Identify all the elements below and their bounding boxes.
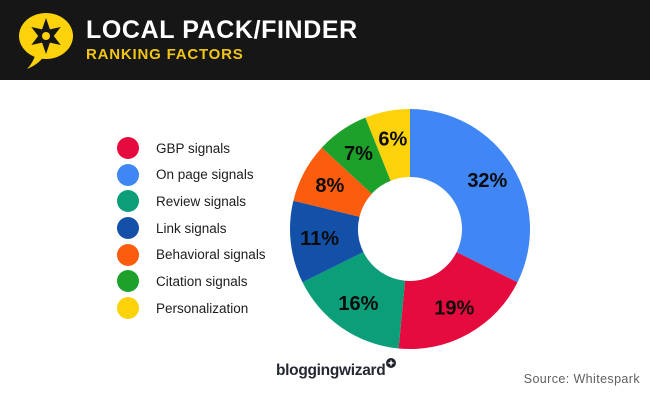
- legend-swatch-icon: [117, 217, 139, 240]
- speech-bubble-star-icon: [19, 13, 73, 69]
- slice-value-label: 7%: [344, 143, 373, 165]
- donut-slice-behavioral-signals: [293, 147, 372, 217]
- legend-swatch-icon: [117, 137, 139, 159]
- slice-value-label: 6%: [378, 129, 407, 151]
- legend-label: Citation signals: [156, 273, 248, 289]
- legend-label: Personalization: [156, 300, 249, 316]
- page-title: LOCAL PACK/FINDER: [86, 15, 358, 44]
- legend-label: Review signals: [156, 193, 247, 209]
- header: LOCAL PACK/FINDER RANKING FACTORS: [0, 0, 650, 80]
- sparkle-badge-icon: [386, 358, 397, 368]
- legend-swatch-icon: [117, 270, 139, 293]
- donut-slice-on-page-signals: [410, 108, 531, 283]
- donut-slice-review-signals: [302, 252, 406, 349]
- title-block: LOCAL PACK/FINDER RANKING FACTORS: [86, 15, 358, 64]
- legend: GBP signals On page signals Review signals…: [117, 137, 266, 324]
- bloggingwizard-logo: bloggingwizard: [276, 358, 397, 380]
- legend-label: Behavioral signals: [156, 247, 266, 263]
- legend-swatch-icon: [117, 190, 139, 213]
- legend-item-link-signals: Link signals: [117, 217, 266, 240]
- donut-slice-citation-signals: [321, 117, 391, 194]
- legend-swatch-icon: [117, 243, 139, 266]
- bloggingwizard-logo-text: bloggingwizard: [276, 362, 386, 379]
- slice-value-label: 11%: [300, 228, 339, 250]
- legend-item-review-signals: Review signals: [117, 190, 266, 213]
- brand-logo: [16, 9, 76, 71]
- donut-slice-gbp-signals: [398, 252, 518, 350]
- legend-label: On page signals: [156, 167, 254, 183]
- legend-label: GBP signals: [156, 140, 231, 156]
- slice-value-label: 32%: [467, 170, 507, 192]
- legend-item-personalization: Personalization: [117, 297, 266, 320]
- legend-swatch-icon: [117, 297, 139, 320]
- slice-value-label: 19%: [434, 298, 474, 320]
- source-attribution: Source: Whitespark: [523, 372, 640, 386]
- legend-swatch-icon: [117, 163, 139, 186]
- legend-item-citation-signals: Citation signals: [117, 270, 266, 293]
- legend-item-gbp-signals: GBP signals: [117, 137, 266, 159]
- legend-item-on-page-signals: On page signals: [117, 163, 266, 186]
- slice-value-label: 16%: [338, 293, 378, 315]
- page-subtitle: RANKING FACTORS: [86, 46, 244, 64]
- legend-item-behavioral-signals: Behavioral signals: [117, 243, 266, 266]
- legend-label: Link signals: [156, 220, 227, 236]
- slice-value-label: 8%: [315, 175, 344, 197]
- donut-chart: 32% 19% 16% 11% 8% 7% 6%: [289, 108, 531, 350]
- donut-slice-link-signals: [289, 200, 364, 283]
- donut-slice-personalization: [365, 109, 410, 181]
